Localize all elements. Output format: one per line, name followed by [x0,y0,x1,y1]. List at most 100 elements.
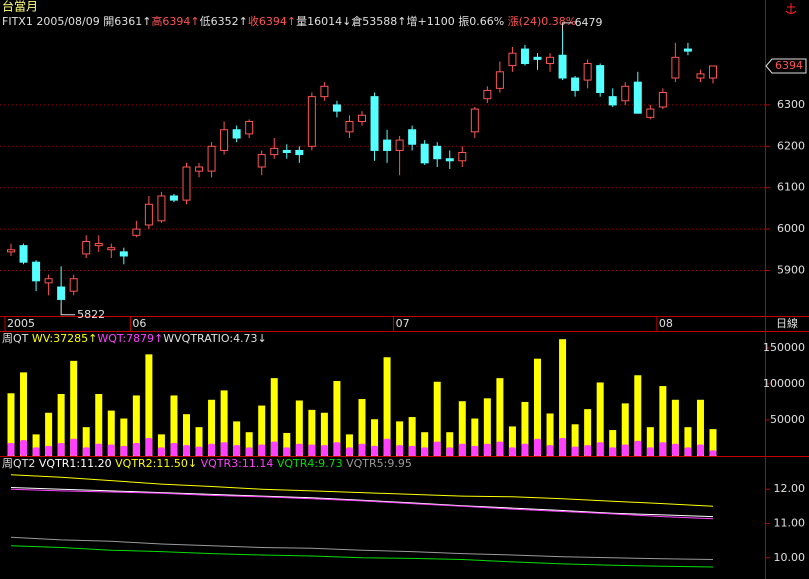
bar [609,447,617,456]
bar [483,398,491,456]
price-tag [765,58,807,74]
y-tick-label: 12.00 [774,482,806,495]
bar [233,445,241,456]
candle-body [82,241,91,255]
candle-body [295,149,304,156]
bar [107,444,115,456]
candle-body [621,85,630,102]
y-tick-label: 6200 [777,139,805,152]
annotation-line [60,302,76,316]
candle-body [495,71,504,89]
header-quote: FITX1 2005/08/09 開6361↑高6394↑低6352↑收6394… [2,14,576,28]
bar [609,430,617,456]
annotation: 5822 [77,308,105,321]
candle-body [345,120,354,133]
candle-body [370,96,379,151]
bar [584,445,592,456]
bar [245,447,253,456]
y-tick-label: 6000 [777,222,805,235]
bar [20,372,28,456]
annotation-line [562,22,573,31]
candle-body [445,158,454,162]
candle-body [144,203,153,226]
y-tick-label: 10.00 [774,551,806,564]
bar [70,360,78,456]
anchor-icon [785,3,797,14]
bar [220,442,228,456]
bar [571,424,579,456]
bar [82,427,90,456]
series-line [10,474,714,507]
candle-body [608,96,617,106]
candle-body [433,145,442,160]
bar [408,417,416,456]
bar [107,410,115,456]
bar [308,409,316,456]
candle-body [282,149,291,154]
legend-entry: WV:37285↑ [32,332,97,345]
candle-body [94,243,103,247]
bar [471,445,479,456]
bar [383,438,391,456]
bar [696,399,704,456]
series-line [10,545,714,568]
y-tick-label: 150000 [763,341,805,354]
quote-item: 高6394↑ [151,14,199,28]
candle-body [633,81,642,114]
candle-body [658,92,667,108]
candle-body [270,147,279,156]
candle-body [107,247,116,251]
bar [433,441,441,456]
legend: 周QT2 VQTR1:11.20 VQTR2:11.50↓ VQTR3:11.1… [2,457,412,470]
candle-body [232,129,241,139]
legend: 周QT WV:37285↑WQT:7879↑WVQTRATIO:4.73↓ [2,332,267,345]
bar [596,382,604,456]
candle-body [470,108,479,133]
quote-item: 漲(24) [508,15,542,28]
quote-item: 低6352↑ [200,15,248,28]
bar [508,447,516,456]
series-line [10,536,714,560]
candle-body [358,114,366,122]
candle-body [458,152,467,162]
bar [270,441,278,456]
price-tag-label: 6394 [775,59,803,72]
bar [345,434,353,456]
bar [696,444,704,456]
bar [32,434,40,456]
bar [120,418,128,456]
bar [82,447,90,456]
bar [157,447,165,456]
candle-body [408,129,417,145]
candle-body [420,143,429,164]
bar [634,375,642,456]
candle-body [169,195,178,201]
y-tick-label: 5900 [777,263,805,276]
bar [383,357,391,456]
legend-entry: VQTR2:11.50↓ [115,457,197,470]
candle-body [533,56,542,60]
bar [333,442,341,456]
bar [559,437,567,456]
legend-entry: VQTR3:11.14 [201,457,274,470]
bar [45,445,53,456]
candle-body [646,108,655,118]
quote-item: 增+1100 振0.66% [407,14,508,28]
bar [496,378,504,456]
bar [195,427,203,456]
bar [320,445,328,456]
bar [584,409,592,456]
bar [671,399,679,456]
candle-body [395,139,404,151]
bar [358,443,366,456]
bar [634,440,642,456]
bar [258,444,266,456]
candle-body [571,77,580,91]
candle-body [332,104,341,112]
x-tick-label: 2005 [7,317,35,330]
x-tick-label: 06 [132,317,146,330]
bar [320,412,328,456]
bar [534,358,541,456]
panel-title: 周QT2 [2,457,35,470]
quote-item: 開6361↑ [103,15,151,28]
